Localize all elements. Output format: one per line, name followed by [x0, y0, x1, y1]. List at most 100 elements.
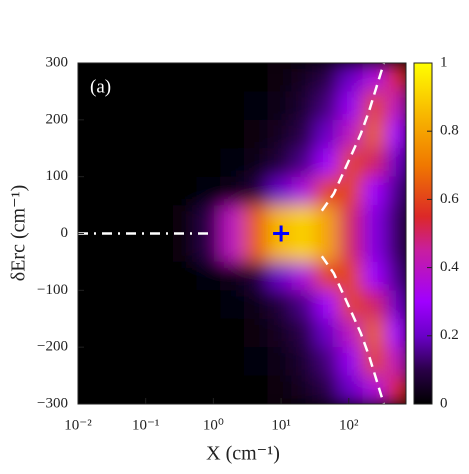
heatmap-cell — [149, 318, 174, 348]
heatmap-cell — [243, 119, 269, 149]
heatmap-cell — [386, 233, 406, 263]
heatmap-cell — [338, 347, 363, 377]
heatmap-cell — [362, 233, 387, 263]
heatmap-cell — [386, 261, 406, 291]
heatmap-cell — [243, 63, 269, 92]
heatmap-cell — [78, 205, 103, 234]
y-axis-title: δErc (cm⁻¹) — [8, 185, 30, 281]
heatmap-cell — [314, 347, 340, 377]
heatmap-cell — [125, 176, 150, 206]
heatmap-cell — [243, 261, 269, 291]
heatmap-cell — [362, 347, 387, 377]
heatmap-cell — [172, 205, 197, 234]
overlay — [78, 63, 386, 404]
heatmap-cell — [149, 205, 174, 234]
marker — [273, 225, 290, 242]
heatmap-cell — [101, 176, 126, 206]
heatmap-cell — [314, 119, 340, 149]
heatmap-cell — [362, 290, 387, 320]
heatmap-cell — [196, 176, 221, 206]
heatmap-cell — [338, 176, 363, 206]
heatmap-cell — [149, 375, 174, 404]
heatmap-cell — [220, 148, 245, 178]
heatmap-cell — [291, 347, 316, 377]
heatmap-cell — [291, 205, 316, 234]
heatmap-cell — [196, 205, 221, 234]
heatmap-cell — [125, 91, 150, 121]
x-tick-label: 10¹ — [271, 417, 291, 433]
heatmap-cell — [267, 261, 292, 291]
heatmap-cell — [196, 375, 221, 404]
heatmap-cell — [338, 63, 363, 92]
y-tick-label: 200 — [46, 111, 69, 127]
heatmap-cell — [267, 176, 292, 206]
heatmap-cell — [267, 318, 292, 348]
heatmap-cell — [196, 148, 221, 178]
annotation: (a) — [90, 76, 111, 97]
heatmap-cell — [196, 290, 221, 320]
x-tick-label: 10² — [339, 417, 359, 433]
heatmap-cell — [101, 205, 126, 234]
heatmap-cell — [125, 148, 150, 178]
x-tick-label: 10⁻² — [64, 417, 92, 433]
heatmap-cell — [196, 119, 221, 149]
y-tick-label: −300 — [37, 395, 68, 411]
heatmap-cell — [291, 233, 316, 263]
heatmap-cell — [243, 375, 269, 404]
heatmap-cell — [386, 91, 406, 121]
heatmap-cell — [78, 176, 103, 206]
heatmap-cell — [149, 290, 174, 320]
heatmap-cell — [362, 375, 387, 404]
heatmap-cell — [172, 63, 197, 92]
heatmap-cell — [267, 63, 292, 92]
heatmap-cell — [196, 347, 221, 377]
heatmap-cell — [149, 261, 174, 291]
heatmap-cell — [101, 119, 126, 149]
heatmap-cell — [220, 119, 245, 149]
heatmap-cell — [362, 205, 387, 234]
heatmap-cell — [291, 261, 316, 291]
heatmap-cell — [172, 318, 197, 348]
colorbar-tick-label: 0 — [440, 395, 448, 411]
heatmap-cell — [314, 205, 340, 234]
heatmap-cell — [314, 375, 340, 404]
heatmap-cell — [220, 261, 245, 291]
colorbar — [413, 62, 433, 405]
heatmap-cell — [101, 233, 126, 263]
heatmap-cell — [386, 63, 406, 92]
heatmap-cell — [101, 148, 126, 178]
x-tick-label: 10⁻¹ — [132, 417, 159, 433]
colorbar-tick-label: 0.4 — [440, 259, 459, 275]
colorbar-tick-label: 0.2 — [440, 327, 459, 343]
heatmap-cell — [291, 119, 316, 149]
heatmap-cell — [125, 119, 150, 149]
heatmap-cell — [125, 290, 150, 320]
heatmap-cell — [338, 148, 363, 178]
heatmap-cell — [220, 63, 245, 92]
y-tick-label: 300 — [46, 54, 69, 70]
heatmap-cell — [101, 318, 126, 348]
heatmap-cell — [78, 119, 103, 149]
heatmap-cell — [314, 63, 340, 92]
heatmap-cell — [125, 347, 150, 377]
heatmap-cell — [78, 290, 103, 320]
heatmap-cell — [243, 148, 269, 178]
heatmap-cell — [220, 233, 245, 263]
heatmap-cell — [125, 63, 150, 92]
heatmap-cell — [78, 148, 103, 178]
heatmap-cell — [267, 119, 292, 149]
heatmap-cell — [314, 290, 340, 320]
heatmap-cell — [220, 176, 245, 206]
heatmap-cell — [386, 119, 406, 149]
heatmap-cell — [386, 318, 406, 348]
heatmap-cell — [196, 63, 221, 92]
heatmap-cell — [78, 347, 103, 377]
heatmap-cell — [196, 91, 221, 121]
x-axis-title: X (cm⁻¹) — [206, 443, 280, 465]
heatmap-cell — [220, 318, 245, 348]
heatmap-cell — [101, 91, 126, 121]
heatmap-cell — [172, 261, 197, 291]
heatmap-cell — [338, 261, 363, 291]
heatmap-cell — [149, 63, 174, 92]
heatmap-cell — [291, 318, 316, 348]
